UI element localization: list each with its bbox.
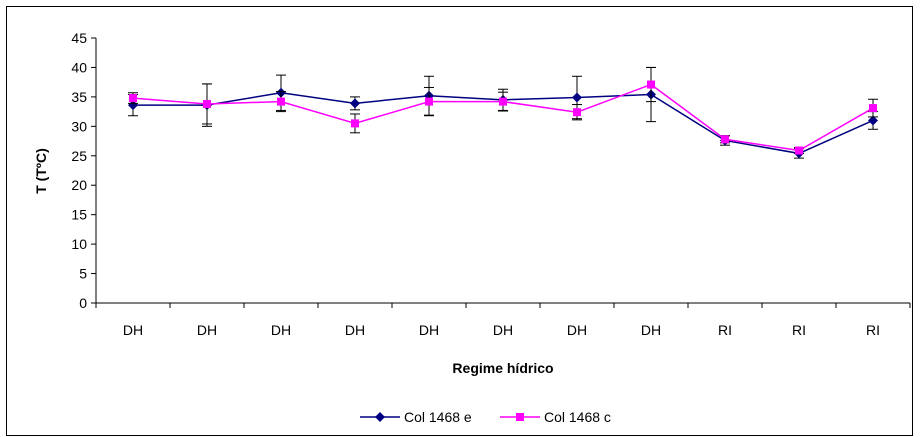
x-tick-label: RI — [792, 322, 806, 338]
x-tick-label: DH — [641, 322, 661, 338]
data-point — [573, 108, 581, 117]
data-point — [350, 98, 360, 109]
data-point — [499, 97, 507, 106]
x-tick-label: DH — [123, 322, 143, 338]
y-tick-label: 30 — [71, 118, 87, 134]
x-tick-label: DH — [271, 322, 291, 338]
y-tick-label: 25 — [71, 148, 87, 164]
data-point — [721, 135, 729, 144]
y-tick-label: 45 — [71, 30, 87, 46]
legend-label: Col 1468 c — [544, 409, 611, 425]
series-2 — [128, 66, 878, 155]
legend: Col 1468 e Col 1468 c — [360, 409, 611, 425]
chart-frame — [6, 6, 913, 436]
legend-label: Col 1468 e — [404, 409, 472, 425]
y-tick-label: 5 — [79, 266, 87, 282]
x-tick-label: DH — [345, 322, 365, 338]
data-point — [277, 97, 285, 106]
x-tick-label: DH — [493, 322, 513, 338]
y-tick-label: 20 — [71, 177, 87, 193]
data-point — [351, 119, 359, 128]
y-tick-label: 15 — [71, 207, 87, 223]
x-axis-title: Regime hídrico — [452, 360, 553, 376]
legend-marker — [516, 413, 524, 421]
legend-item-2: Col 1468 c — [500, 409, 611, 425]
x-tick-label: RI — [718, 322, 732, 338]
data-point — [425, 97, 433, 106]
y-tick-label: 10 — [71, 236, 87, 252]
plot-area: 0 5 10 15 20 25 30 35 40 45 DH DH DH DH DH DH DH DH RI RI RI — [71, 30, 911, 338]
y-tick-label: 40 — [71, 59, 87, 75]
x-tick-label: RI — [866, 322, 880, 338]
data-point — [869, 104, 877, 113]
x-tick-label: DH — [419, 322, 439, 338]
data-point — [128, 100, 138, 111]
legend-item-1: Col 1468 e — [360, 409, 472, 425]
data-point — [572, 92, 582, 103]
x-tick-label: DH — [197, 322, 217, 338]
data-point — [647, 80, 655, 89]
data-point — [129, 94, 137, 103]
y-tick-label: 35 — [71, 89, 87, 105]
y-axis-title: T (TºC) — [33, 148, 49, 194]
data-point — [868, 115, 878, 126]
y-tick-label: 0 — [79, 295, 87, 311]
data-point — [203, 99, 211, 108]
data-point — [795, 146, 803, 155]
legend-marker — [375, 412, 385, 422]
x-tick-label: DH — [567, 322, 587, 338]
